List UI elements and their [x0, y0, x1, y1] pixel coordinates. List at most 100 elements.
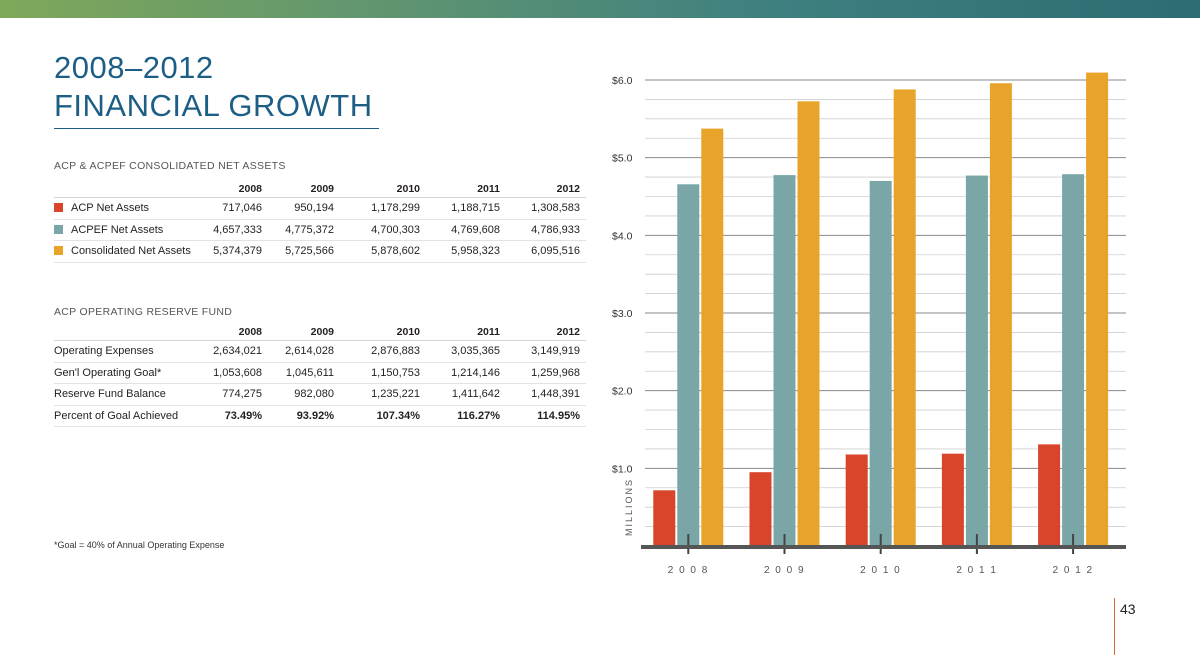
- bar: [1038, 444, 1061, 546]
- bar: [1062, 174, 1085, 546]
- y-tick-label: $4.0: [612, 230, 633, 242]
- year-header: 2009: [268, 323, 340, 341]
- year-header: 2011: [426, 323, 506, 341]
- bar: [701, 128, 724, 546]
- reserve-fund-heading: ACP OPERATING RESERVE FUND: [54, 306, 233, 318]
- table-row: ACPEF Net Assets 4,657,333 4,775,372 4,7…: [54, 219, 586, 241]
- table-cell: 4,775,372: [268, 219, 340, 241]
- x-tick-label: 2 0 1 2: [1053, 565, 1094, 576]
- table-cell: 5,725,566: [268, 240, 340, 263]
- row-label: Operating Expenses: [54, 340, 204, 363]
- table-cell: 1,188,715: [426, 197, 506, 220]
- year-header: 2012: [506, 180, 586, 198]
- y-tick-label: $6.0: [612, 75, 633, 87]
- reserve-header-row: 2008 2009 2010 2011 2012: [54, 323, 586, 341]
- table-cell: 1,045,611: [268, 362, 340, 384]
- table-cell: 5,878,602: [340, 240, 426, 263]
- title-divider: [54, 128, 379, 129]
- table-row: Gen'l Operating Goal* 1,053,608 1,045,61…: [54, 362, 586, 384]
- table-cell: 1,448,391: [506, 383, 586, 406]
- y-tick-label: $5.0: [612, 153, 633, 165]
- year-header: 2012: [506, 323, 586, 341]
- table-cell: 5,374,379: [204, 240, 268, 263]
- bar: [653, 490, 676, 546]
- table-cell: 1,150,753: [340, 362, 426, 384]
- y-tick-label: $3.0: [612, 308, 633, 320]
- net-assets-header-row: 2008 2009 2010 2011 2012: [54, 180, 586, 198]
- x-tick-label: 2 0 1 1: [956, 565, 997, 576]
- page-title: 2008–2012 FINANCIAL GROWTH: [54, 49, 384, 125]
- year-header: 2011: [426, 180, 506, 198]
- table-cell: 4,786,933: [506, 219, 586, 241]
- table-cell: 774,275: [204, 383, 268, 406]
- title-years: 2008–2012: [54, 50, 214, 85]
- table-row: Operating Expenses 2,634,021 2,614,028 2…: [54, 340, 586, 363]
- consolidated-swatch-icon: [54, 246, 63, 256]
- bar: [965, 175, 988, 547]
- year-header: 2009: [268, 180, 340, 198]
- footnote: *Goal = 40% of Annual Operating Expense: [54, 540, 225, 550]
- table-cell: 6,095,516: [506, 240, 586, 263]
- row-label: ACPEF Net Assets: [54, 219, 204, 241]
- table-cell: 1,259,968: [506, 362, 586, 384]
- row-label: Percent of Goal Achieved: [54, 405, 204, 427]
- y-tick-label: $2.0: [612, 386, 633, 398]
- table-cell: 1,053,608: [204, 362, 268, 384]
- row-label: Reserve Fund Balance: [54, 383, 204, 406]
- table-cell: 1,308,583: [506, 197, 586, 220]
- acpef-swatch-icon: [54, 224, 63, 234]
- bar: [869, 180, 892, 547]
- x-tick-label: 2 0 0 9: [764, 565, 805, 576]
- table-cell: 3,035,365: [426, 340, 506, 363]
- table-cell: 4,657,333: [204, 219, 268, 241]
- year-header: 2008: [204, 180, 268, 198]
- table-cell: 982,080: [268, 383, 340, 406]
- row-label: Gen'l Operating Goal*: [54, 362, 204, 384]
- table-cell: 2,876,883: [340, 340, 426, 363]
- top-decorative-band: [0, 0, 1200, 18]
- bar: [773, 175, 796, 546]
- row-label: ACP Net Assets: [54, 197, 204, 220]
- table-row: Percent of Goal Achieved 73.49% 93.92% 1…: [54, 405, 586, 427]
- table-cell: 114.95%: [506, 405, 586, 427]
- page-number-divider: [1114, 598, 1115, 655]
- year-header: 2008: [204, 323, 268, 341]
- bar: [797, 101, 820, 546]
- table-cell: 73.49%: [204, 405, 268, 427]
- row-label: Consolidated Net Assets: [54, 240, 204, 263]
- bar: [1086, 72, 1109, 546]
- table-cell: 950,194: [268, 197, 340, 220]
- table-cell: 5,958,323: [426, 240, 506, 263]
- table-cell: 1,214,146: [426, 362, 506, 384]
- table-cell: 2,634,021: [204, 340, 268, 363]
- table-row: Reserve Fund Balance 774,275 982,080 1,2…: [54, 383, 586, 406]
- bar: [989, 83, 1012, 547]
- table-cell: 1,178,299: [340, 197, 426, 220]
- title-subtitle: FINANCIAL GROWTH: [54, 88, 373, 123]
- bar: [677, 184, 700, 547]
- table-cell: 4,769,608: [426, 219, 506, 241]
- reserve-fund-table: 2008 2009 2010 2011 2012 Operating Expen…: [54, 323, 586, 427]
- bar: [749, 472, 772, 546]
- year-header: 2010: [340, 180, 426, 198]
- acp-swatch-icon: [54, 203, 63, 213]
- table-cell: 93.92%: [268, 405, 340, 427]
- page-number: 43: [1120, 601, 1136, 617]
- year-header: 2010: [340, 323, 426, 341]
- y-tick-label: $1.0: [612, 463, 633, 475]
- table-cell: 116.27%: [426, 405, 506, 427]
- table-cell: 2,614,028: [268, 340, 340, 363]
- table-cell: 4,700,303: [340, 219, 426, 241]
- table-cell: 717,046: [204, 197, 268, 220]
- bar: [845, 454, 868, 546]
- bar: [893, 89, 916, 546]
- x-tick-label: 2 0 1 0: [860, 565, 901, 576]
- net-assets-table: 2008 2009 2010 2011 2012 ACP Net Assets …: [54, 180, 586, 263]
- y-axis-label: MILLIONS: [624, 478, 634, 536]
- table-row: ACP Net Assets 717,046 950,194 1,178,299…: [54, 197, 586, 220]
- bar: [941, 453, 964, 546]
- table-row: Consolidated Net Assets 5,374,379 5,725,…: [54, 240, 586, 263]
- net-assets-heading: ACP & ACPEF CONSOLIDATED NET ASSETS: [54, 160, 286, 172]
- table-cell: 3,149,919: [506, 340, 586, 363]
